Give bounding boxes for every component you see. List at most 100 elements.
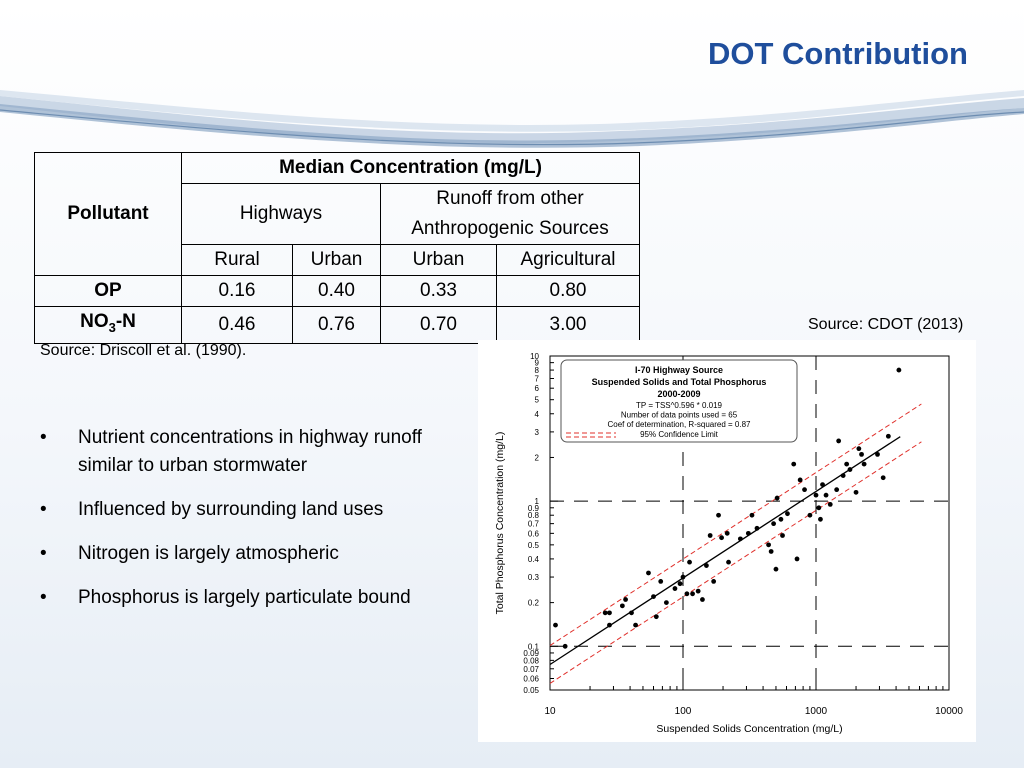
data-point xyxy=(856,446,862,452)
data-point xyxy=(885,433,891,439)
y-tick-label: 0.06 xyxy=(523,675,539,684)
pollutant-tail: -N xyxy=(115,311,136,332)
median-concentration-header: Median Concentration (mg/L) xyxy=(181,152,640,184)
y-tick-label: 0.1 xyxy=(528,642,540,651)
y-tick-label: 0.07 xyxy=(523,665,539,674)
source-cdot: Source: CDOT (2013) xyxy=(808,316,964,333)
list-item: • Nitrogen is largely atmospheric xyxy=(40,540,460,568)
phosphorus-scatter-chart: 0.05 0.06 0.07 0.08 0.09 0.1 0.2 0.3 0.4 0.5 0.6 0.… xyxy=(478,340,976,742)
data-point xyxy=(818,516,823,522)
y-tick-label: 2 xyxy=(535,453,540,462)
data-point xyxy=(687,559,692,565)
confidence-limit-upper xyxy=(549,403,922,646)
y-tick-label: 0.4 xyxy=(528,555,540,564)
swoosh-band-2 xyxy=(0,104,1024,148)
bullet-text: Influenced by surrounding land uses xyxy=(78,499,384,520)
pollutant-cell-no3n: NO3-N xyxy=(34,306,182,344)
slide-title: DOT Contribution xyxy=(708,36,968,71)
x-tick-label: 10000 xyxy=(935,706,963,717)
y-tick-label: 4 xyxy=(535,410,540,419)
sub-header-urban-runoff: Urban xyxy=(380,244,497,276)
bullet-text: Nutrient concentrations in highway runof… xyxy=(78,427,422,476)
data-point xyxy=(840,473,846,478)
data-point xyxy=(820,482,825,488)
sub-header-urban-highway: Urban xyxy=(292,244,381,276)
data-point xyxy=(836,438,842,444)
data-point xyxy=(607,622,612,628)
y-tick-label: 6 xyxy=(535,384,540,393)
data-point xyxy=(745,530,751,536)
data-point xyxy=(853,489,859,495)
data-point xyxy=(827,501,833,507)
runoff-header-line2: Anthropogenic Sources xyxy=(411,218,609,239)
x-tick-label: 1000 xyxy=(805,706,828,717)
table-cell: 0.70 xyxy=(380,306,497,344)
data-point xyxy=(875,451,880,457)
chart-subtitle: Suspended Solids and Total Phosphorus xyxy=(592,377,767,387)
data-point xyxy=(623,597,628,602)
table-cell: 0.46 xyxy=(181,306,293,344)
swoosh-line xyxy=(0,109,1024,146)
data-point xyxy=(774,495,780,501)
legend-r-squared: Coef of determination, R-squared = 0.87 xyxy=(608,420,752,429)
data-point xyxy=(711,578,717,584)
data-point xyxy=(785,511,790,517)
data-point xyxy=(780,533,785,538)
data-point xyxy=(778,516,784,522)
source-driscoll: Source: Driscoll et al. (1990). xyxy=(40,342,247,359)
bullet-marker: • xyxy=(40,499,47,520)
chart-period: 2000-2009 xyxy=(657,389,700,399)
data-point xyxy=(658,578,664,584)
data-point xyxy=(602,610,608,616)
table-cell: 0.16 xyxy=(181,275,293,307)
y-tick-label: 0.6 xyxy=(528,529,540,538)
legend-equation: TP = TSS^0.596 * 0.019 xyxy=(636,401,723,410)
data-point xyxy=(607,610,612,616)
bullet-marker: • xyxy=(40,543,47,564)
list-item: • Influenced by surrounding land uses xyxy=(40,496,460,524)
y-tick-label: 8 xyxy=(535,366,540,375)
data-point xyxy=(823,492,829,498)
data-point xyxy=(700,597,705,602)
data-point xyxy=(690,591,695,597)
data-point xyxy=(684,591,690,597)
y-tick-label: 0.5 xyxy=(528,541,540,550)
x-axis-title: Suspended Solids Concentration (mg/L) xyxy=(656,723,842,735)
y-tick-label: 5 xyxy=(535,396,540,405)
data-point xyxy=(737,536,743,542)
y-tick-label: 0.08 xyxy=(523,656,539,665)
data-point xyxy=(553,622,558,628)
header-swoosh-decoration xyxy=(0,90,1024,148)
plot-frame xyxy=(549,355,950,691)
data-point xyxy=(726,559,731,565)
data-point xyxy=(834,487,840,493)
data-point xyxy=(754,525,760,531)
data-point xyxy=(802,487,807,493)
data-point xyxy=(807,512,813,518)
data-point xyxy=(791,461,797,467)
data-point xyxy=(749,512,755,518)
data-point xyxy=(724,530,730,536)
x-tick-label: 100 xyxy=(675,706,692,717)
y-tick-label: 0.09 xyxy=(523,649,539,658)
y-tick-label: 7 xyxy=(535,374,540,383)
y-axis-title: Total Phosphorus Concentration (mg/L) xyxy=(494,432,506,615)
data-point xyxy=(704,563,709,568)
table-row: NO3-N 0.46 0.76 0.70 3.00 xyxy=(34,306,640,344)
legend-confidence-label: 95% Confidence Limit xyxy=(640,430,719,439)
legend-points-count: Number of data points used = 65 xyxy=(621,411,738,420)
data-point xyxy=(646,570,651,576)
data-point xyxy=(716,512,721,518)
data-point xyxy=(562,643,568,649)
data-point xyxy=(695,588,701,594)
data-point xyxy=(880,475,886,481)
data-point xyxy=(816,505,822,511)
bullet-list: • Nutrient concentrations in highway runo… xyxy=(40,424,460,628)
x-tick-label: 10 xyxy=(544,706,556,717)
bullet-marker: • xyxy=(40,427,47,448)
data-point xyxy=(859,451,864,457)
y-tick-label: 0.8 xyxy=(528,511,540,520)
median-concentration-table: Pollutant Median Concentration (mg/L) Hi… xyxy=(34,152,640,344)
y-tick-label: 3 xyxy=(535,428,540,437)
sub-header-agricultural: Agricultural xyxy=(496,244,640,276)
